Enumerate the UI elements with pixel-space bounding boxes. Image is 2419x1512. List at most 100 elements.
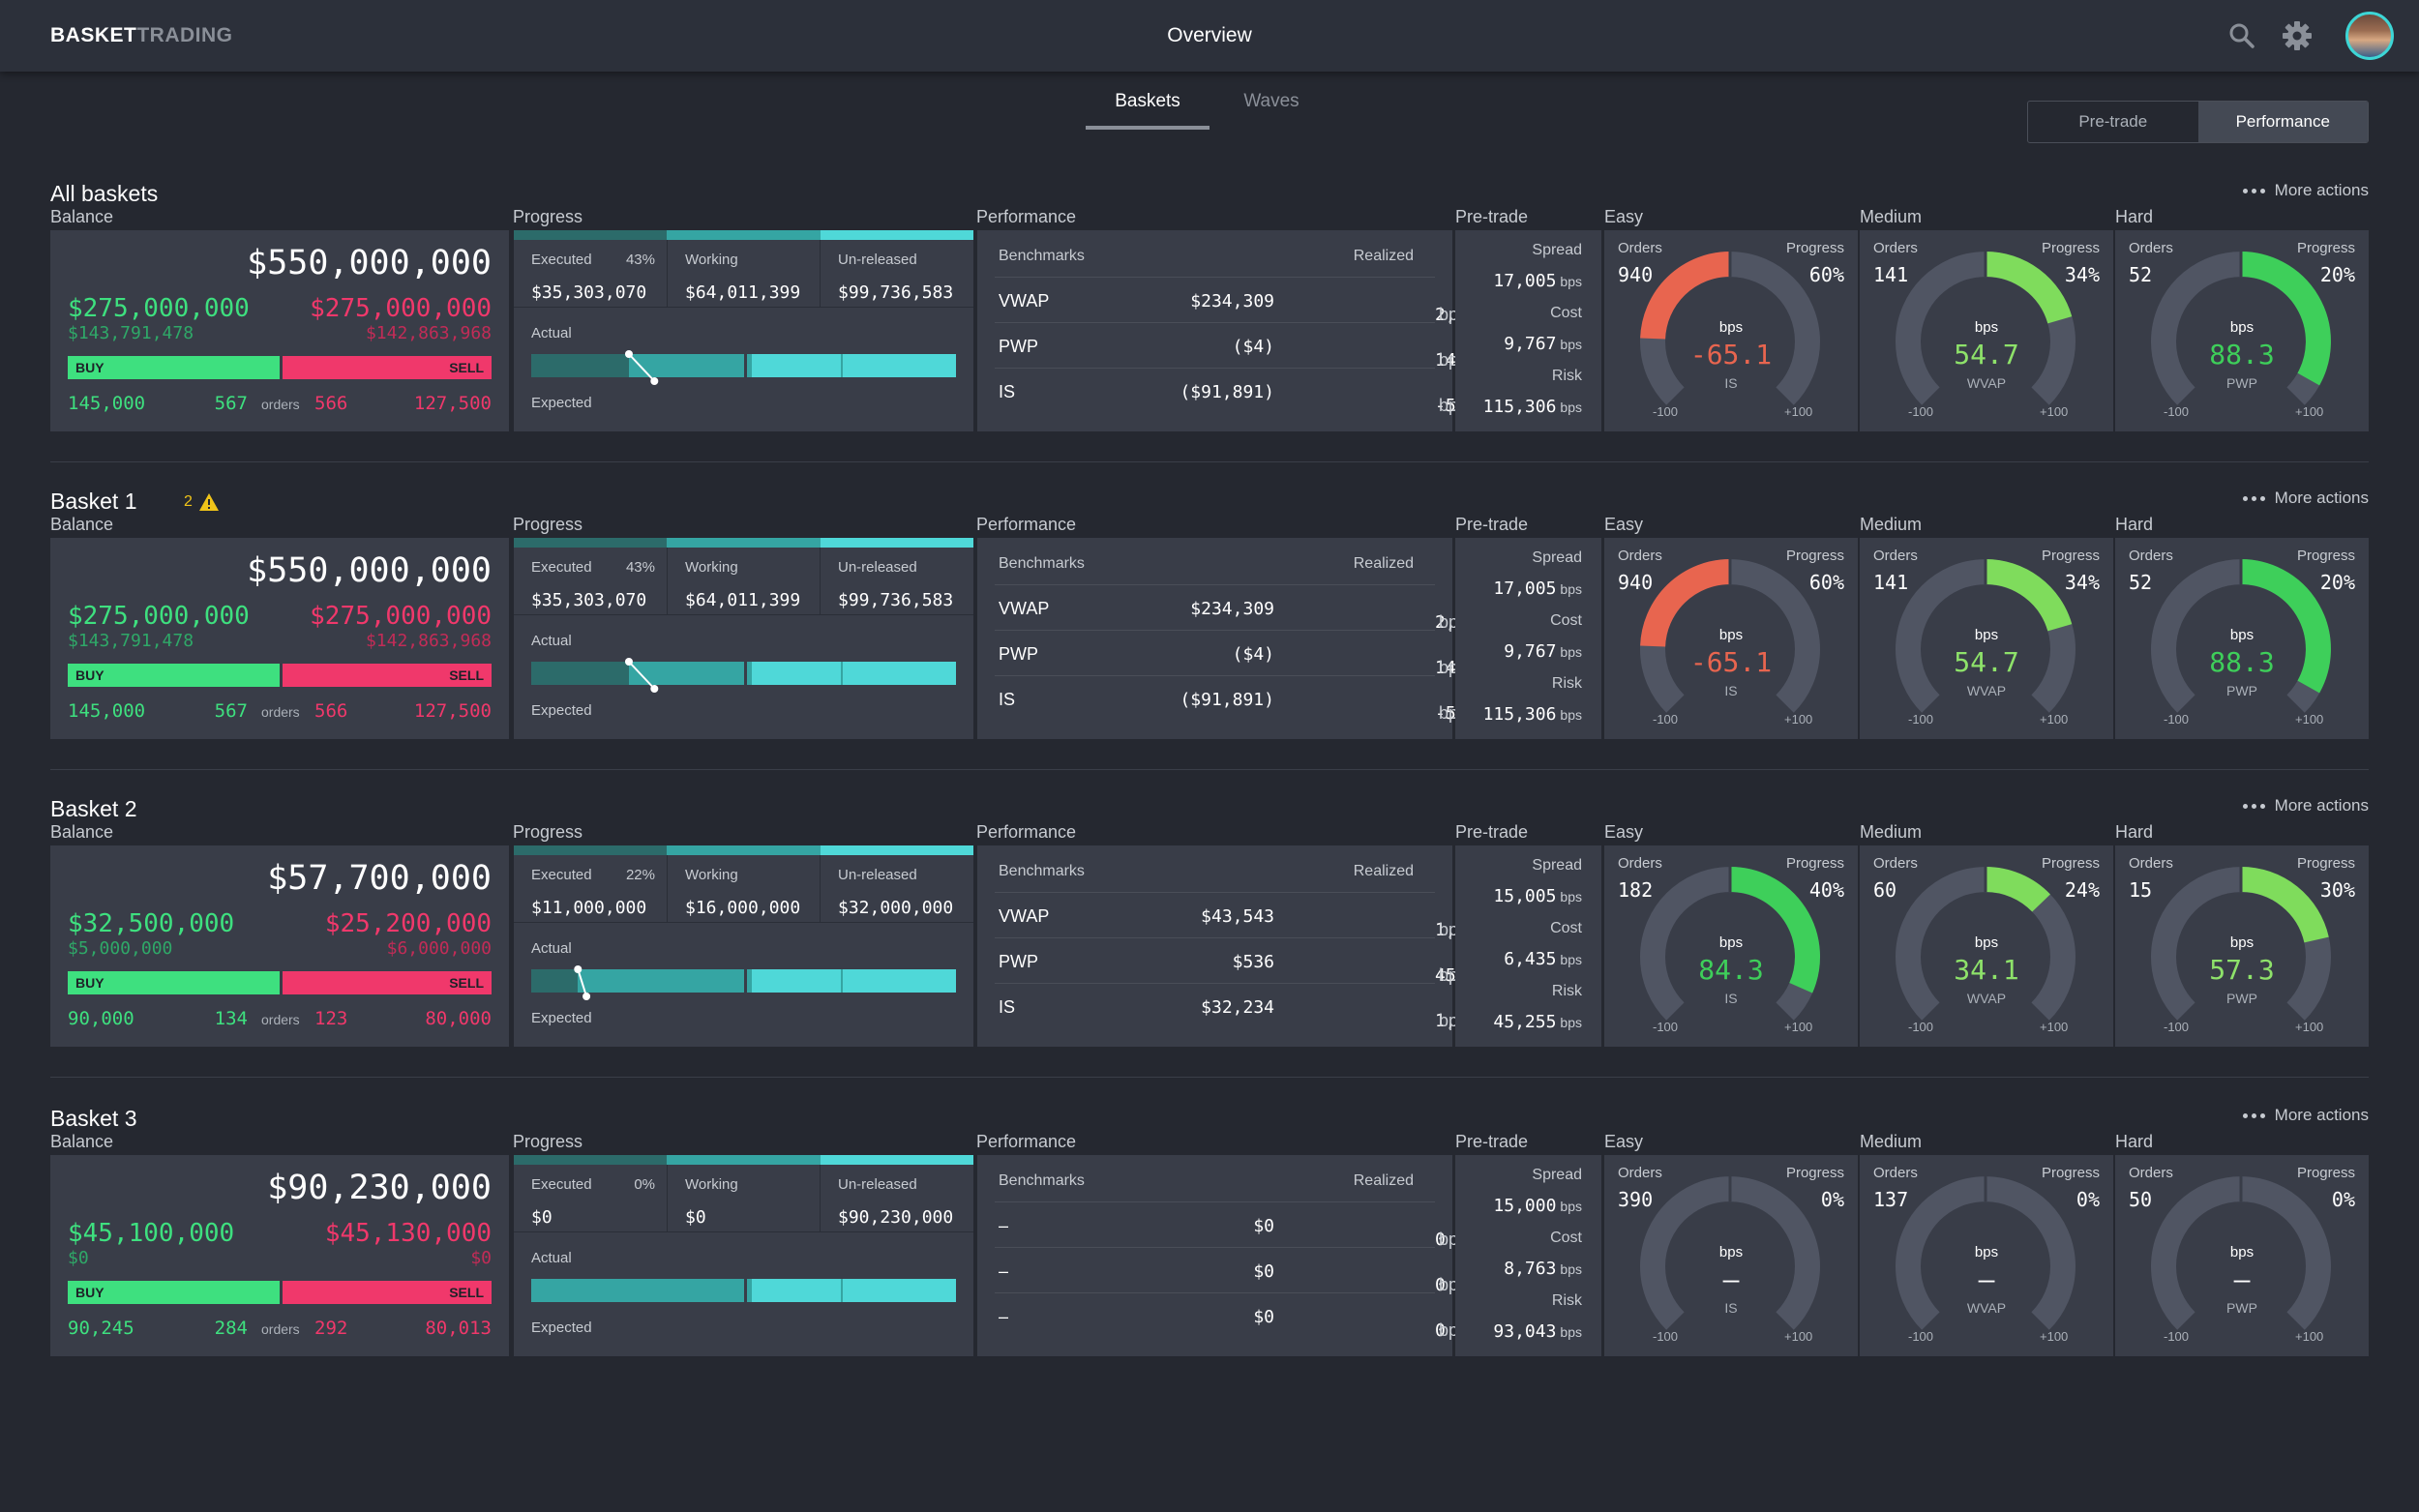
basket-title[interactable]: Basket 2 — [50, 796, 137, 821]
more-actions-button[interactable]: More actions — [2242, 796, 2369, 815]
progress-label: Progress — [513, 515, 583, 534]
search-icon[interactable] — [2225, 19, 2258, 52]
benchmark-value: $0 — [1253, 1261, 1274, 1282]
hard-gauge-panel[interactable]: Orders Progress 52 20% bps 88.3 PWP -100 +100 — [2115, 538, 2369, 739]
executed-cell: Executed 43% $35,303,070 — [514, 548, 668, 615]
progress-label: Progress — [2296, 240, 2355, 256]
spread-value: 17,005 — [1493, 578, 1557, 599]
gauge-unit: bps — [1718, 627, 1744, 643]
benchmark-name: PWP — [999, 952, 1039, 971]
spread-label: Spread — [1532, 1167, 1582, 1183]
gauge-orders: 940 — [1618, 571, 1654, 594]
buy-bar: BUY — [68, 971, 280, 994]
warning-count: 2 — [184, 493, 193, 510]
gauge-unit: bps — [2229, 934, 2255, 951]
progress-label: Progress — [2041, 548, 2100, 564]
benchmark-row[interactable]: PWP ($4) 145 bps — [995, 630, 1467, 678]
tab-baskets[interactable]: Baskets — [1086, 91, 1210, 130]
gauge-min: -100 — [1908, 712, 1934, 726]
working-fill — [531, 1279, 753, 1302]
more-actions-button[interactable]: More actions — [2242, 181, 2369, 200]
toggle-pretrade[interactable]: Pre-trade — [2078, 112, 2148, 131]
sell-orders: 566 — [314, 700, 348, 722]
benchmark-row[interactable]: VWAP$43,5431,356bps — [995, 892, 1487, 940]
risk-label: Risk — [1551, 983, 1582, 999]
top-bar: BASKETTRADING Overview — [0, 0, 2419, 72]
benchmark-name: VWAP — [999, 906, 1050, 926]
brand-light: TRADING — [136, 24, 233, 46]
gauge-value: -65.1 — [1689, 646, 1773, 678]
medium-gauge-panel[interactable]: Orders Progress 60 24% bps 34.1 WVAP -100 +100 — [1860, 845, 2113, 1047]
gauge-orders: 52 — [2129, 571, 2153, 594]
easy-gauge-panel[interactable]: Orders Progress 182 40% bps 84.3 IS -100 +100 — [1604, 845, 1858, 1047]
gauge-max: +100 — [2295, 1329, 2324, 1344]
gear-icon[interactable] — [2281, 19, 2314, 52]
medium-gauge-panel[interactable]: Orders Progress 141 34% bps 54.7 WVAP -100 +100 — [1860, 538, 2113, 739]
gauge-min: -100 — [1653, 712, 1679, 726]
more-actions-label: More actions — [2274, 181, 2369, 199]
benchmark-row[interactable]: IS($91,891)-5,445bps — [995, 368, 1498, 416]
bps-unit: bps — [1560, 644, 1582, 660]
app-logo[interactable]: BASKETTRADING — [50, 24, 233, 47]
hard-gauge-panel[interactable]: Orders Progress 15 30% bps 57.3 PWP -100 +100 — [2115, 845, 2369, 1047]
benchmark-value: ($4) — [1232, 337, 1274, 357]
gauge-value: 54.7 — [1954, 646, 2019, 678]
working-cell: Working $64,011,399 — [668, 548, 821, 615]
spread-label: Spread — [1532, 242, 1582, 258]
gauge-progress: 20% — [2319, 263, 2355, 286]
gauge-value: 84.3 — [1698, 954, 1764, 986]
easy-gauge-panel[interactable]: Orders Progress 940 60% bps -65.1 IS -100 +100 — [1604, 230, 1858, 431]
benchmark-row[interactable]: – $0 0 bps — [995, 1292, 1467, 1341]
user-avatar[interactable] — [2345, 12, 2394, 60]
executed-cell: Executed 0% $0 — [514, 1165, 668, 1232]
gauge-unit: bps — [1718, 1244, 1744, 1260]
benchmark-row[interactable]: IS$32,2341,445bps — [995, 983, 1487, 1031]
orders-label: Orders — [1873, 548, 1918, 564]
easy-gauge-panel[interactable]: Orders Progress 390 0% bps – IS -100 +100 — [1604, 1155, 1858, 1356]
hard-gauge-panel[interactable]: Orders Progress 52 20% bps 88.3 PWP -100 +100 — [2115, 230, 2369, 431]
benchmark-row[interactable]: IS($91,891)-5,445bps — [995, 675, 1498, 724]
tab-waves[interactable]: Waves — [1243, 91, 1299, 111]
gauge-orders: 182 — [1618, 878, 1654, 902]
medium-gauge-panel[interactable]: Orders Progress 141 34% bps 54.7 WVAP -100 +100 — [1860, 230, 2113, 431]
medium-gauge-panel[interactable]: Orders Progress 137 0% bps – WVAP -100 +100 — [1860, 1155, 2113, 1356]
progress-top-bar — [514, 230, 973, 240]
benchmark-name: – — [999, 1216, 1009, 1235]
progress-bar — [531, 662, 956, 685]
more-dots-icon — [2242, 495, 2265, 501]
sell-bar: SELL — [283, 356, 492, 379]
benchmark-row[interactable]: – $0 0 bps — [995, 1201, 1467, 1250]
benchmark-row[interactable]: PWP $536 456 bps — [995, 937, 1467, 986]
basket-title[interactable]: All baskets — [50, 181, 159, 206]
gauge-progress: 20% — [2319, 571, 2355, 594]
gauge-min: -100 — [1908, 404, 1934, 419]
gauge-progress: 34% — [2064, 263, 2100, 286]
unreleased-cell: Un-released $99,736,583 — [821, 548, 973, 615]
buy-orders: 134 — [214, 1008, 248, 1029]
benchmark-row[interactable]: VWAP$234,3092,938bps — [995, 277, 1487, 325]
gauge-progress: 0% — [2076, 1188, 2100, 1211]
unreleased-value: $32,000,000 — [838, 898, 954, 918]
gauge-orders: 15 — [2129, 878, 2153, 902]
basket-title[interactable]: Basket 3 — [50, 1106, 137, 1131]
benchmark-row[interactable]: VWAP$234,3092,938bps — [995, 584, 1487, 633]
warning-badge[interactable]: 2 — [184, 492, 220, 512]
benchmark-row[interactable]: PWP ($4) 145 bps — [995, 322, 1467, 371]
more-actions-button[interactable]: More actions — [2242, 489, 2369, 508]
easy-gauge-panel[interactable]: Orders Progress 940 60% bps -65.1 IS -100 +100 — [1604, 538, 1858, 739]
more-dots-icon — [2242, 803, 2265, 809]
risk-label: Risk — [1551, 675, 1582, 692]
realized-header: Realized — [1353, 1172, 1414, 1189]
performance-label: Performance — [976, 207, 1077, 226]
sell-orders: 292 — [314, 1318, 348, 1339]
toggle-performance[interactable]: Performance — [2197, 102, 2368, 142]
progress-label: Progress — [2041, 855, 2100, 872]
more-actions-button[interactable]: More actions — [2242, 1106, 2369, 1125]
gauge-arc — [1896, 559, 2076, 713]
working-label: Working — [685, 867, 738, 883]
sell-bar: SELL — [283, 1281, 492, 1304]
gauge-arc — [1640, 867, 1820, 1021]
benchmark-row[interactable]: – $0 0 bps — [995, 1247, 1467, 1295]
hard-gauge-panel[interactable]: Orders Progress 50 0% bps – PWP -100 +100 — [2115, 1155, 2369, 1356]
basket-title[interactable]: Basket 1 — [50, 489, 137, 514]
